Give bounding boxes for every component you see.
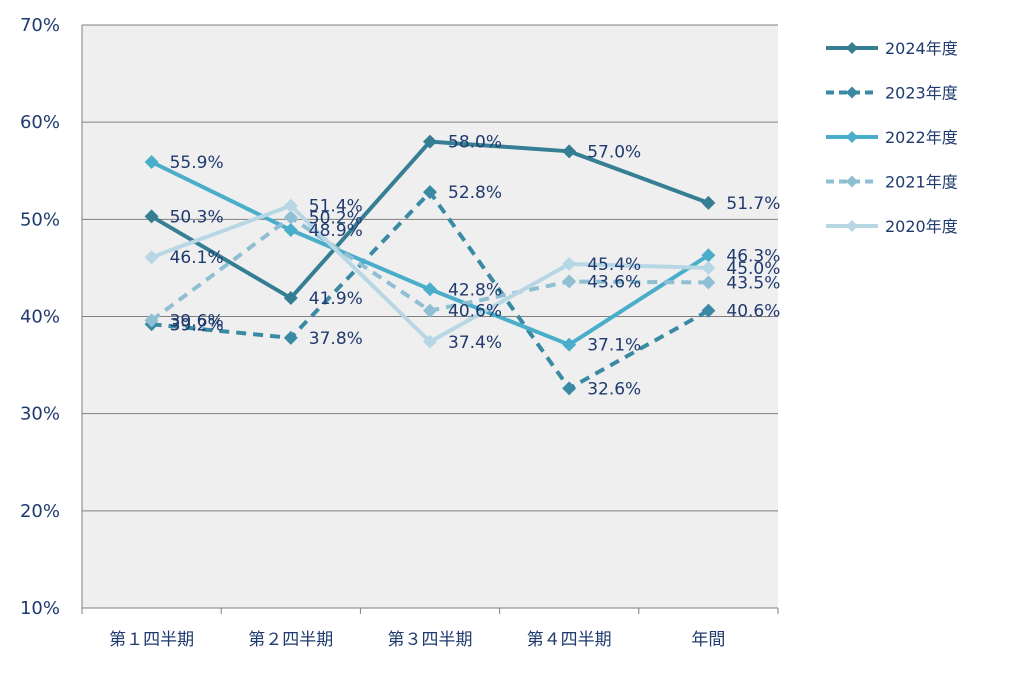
data-label: 51.7% (726, 194, 780, 214)
series-marker (562, 257, 577, 272)
legend-label: 2021年度 (885, 173, 958, 192)
data-label: 58.0% (448, 133, 502, 153)
series-marker (701, 303, 716, 318)
data-label: 32.6% (587, 379, 641, 399)
data-label: 40.6% (726, 302, 780, 322)
legend-swatch-marker (846, 220, 858, 232)
legend-label: 2022年度 (885, 128, 958, 147)
series-marker (423, 303, 437, 318)
y-tick-label: 40% (20, 307, 60, 328)
legend-item: 2023年度 (826, 84, 958, 103)
series-marker (423, 185, 437, 200)
data-label: 46.3% (726, 246, 780, 266)
data-label: 39.2% (170, 315, 224, 335)
data-label: 37.8% (309, 329, 363, 349)
axes (81, 25, 779, 614)
legend-item: 2020年度 (826, 217, 958, 236)
data-label: 50.3% (170, 207, 224, 227)
legend-label: 2020年度 (885, 217, 958, 236)
series-marker (562, 274, 577, 289)
legend-item: 2024年度 (826, 39, 958, 58)
data-label: 43.6% (587, 273, 641, 293)
y-axis-ticks: 10% 20% 30% 40% 50% 60% 70% (20, 15, 60, 619)
data-label: 51.4% (309, 197, 363, 217)
data-label: 50.2% (309, 208, 363, 228)
data-label: 52.8% (448, 183, 502, 203)
data-label: 37.4% (448, 333, 502, 353)
x-tick-label: 第４四半期 (527, 630, 612, 650)
data-label: 55.9% (170, 153, 224, 173)
legend-label: 2023年度 (885, 84, 958, 103)
series-marker (144, 250, 159, 265)
data-label: 40.6% (448, 302, 502, 322)
y-tick-label: 60% (20, 112, 60, 133)
series-marker (144, 313, 159, 328)
series-marker (701, 195, 716, 210)
y-tick-label: 30% (20, 404, 60, 425)
x-tick-label: 第１四半期 (109, 630, 194, 650)
x-axis-ticks: 第１四半期 第２四半期 第３四半期 第４四半期 年間 (109, 630, 725, 650)
data-label: 45.4% (587, 255, 641, 275)
data-label: 48.9% (309, 221, 363, 241)
legend-swatch-marker (846, 175, 858, 188)
data-label: 43.5% (726, 273, 780, 293)
y-tick-label: 50% (20, 209, 60, 230)
data-label: 37.1% (587, 336, 641, 356)
series-marker (144, 209, 159, 224)
series-group (144, 134, 716, 396)
x-tick-label: 第３四半期 (388, 630, 473, 650)
x-tick-label: 年間 (691, 630, 725, 650)
legend-label: 2024年度 (885, 39, 958, 58)
y-tick-label: 70% (20, 15, 60, 36)
series-marker (283, 223, 298, 238)
series-marker (423, 134, 437, 149)
series-marker (283, 291, 298, 306)
data-label: 57.0% (587, 142, 641, 162)
legend-item: 2022年度 (826, 128, 958, 147)
legend: 2024年度 2023年度 2022年度 2021年度 2020年度 (826, 39, 958, 236)
series-marker (701, 275, 716, 290)
x-tick-label: 第２四半期 (248, 630, 333, 650)
data-label: 45.0% (726, 259, 780, 279)
legend-item: 2021年度 (826, 173, 958, 192)
data-label: 41.9% (309, 289, 363, 309)
series-marker (423, 282, 437, 297)
series-marker (283, 210, 298, 225)
legend-swatch-marker (846, 86, 858, 99)
series-marker (562, 381, 577, 396)
y-tick-label: 10% (20, 598, 60, 619)
series-marker (283, 330, 298, 345)
data-label: 42.8% (448, 280, 502, 300)
series-marker (283, 198, 298, 213)
data-label: 39.6% (170, 311, 224, 331)
series-marker (423, 334, 437, 349)
y-tick-label: 20% (20, 501, 60, 522)
legend-swatch-marker (846, 131, 858, 143)
data-labels: 50.3% 41.9% 58.0% 57.0% 51.7% 39.2% 37.8% 52.8%… (170, 133, 781, 400)
series-marker (144, 155, 159, 170)
series-marker (701, 248, 716, 263)
series-marker (562, 337, 577, 352)
data-label: 46.1% (170, 248, 224, 268)
series-marker (701, 260, 716, 275)
series-marker (562, 144, 577, 159)
legend-swatch-marker (846, 42, 858, 54)
